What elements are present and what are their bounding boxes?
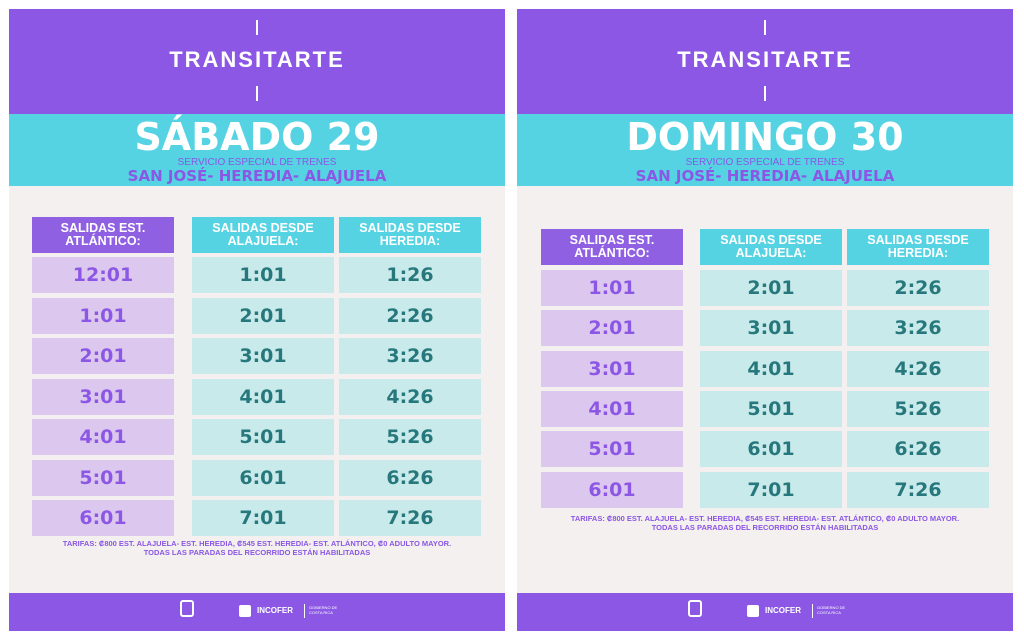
footer-divider: [812, 604, 813, 618]
schedule-time-cell: 6:26: [847, 431, 989, 468]
schedule-time-cell: 7:01: [192, 500, 334, 536]
footer-bar: INCOFER GOBIERNO DE COSTA RICA: [517, 593, 1013, 631]
schedule-time-cell: 2:26: [847, 270, 989, 306]
poster-sabado: TRANSITARTE SÁBADO 29 SERVICIO ESPECIAL DE…: [9, 9, 505, 631]
incofer-logo-icon: [747, 605, 759, 617]
header-banner: TRANSITARTE: [9, 9, 505, 114]
government-label: GOBIERNO DE COSTA RICA: [309, 605, 338, 615]
route-title: SAN JOSÉ- HEREDIA- ALAJUELA: [127, 167, 387, 185]
day-band: DOMINGO 30 SERVICIO ESPECIAL DE TRENES SAN…: [517, 114, 1013, 186]
schedule-time-cell: 4:01: [192, 378, 334, 415]
bottom-tick-mark: [764, 86, 766, 101]
service-subtitle: SERVICIO ESPECIAL DE TRENES: [177, 157, 337, 168]
schedule-time-cell: 5:26: [339, 419, 481, 455]
header-banner: TRANSITARTE: [517, 9, 1013, 114]
bottom-tick-mark: [256, 86, 258, 101]
schedule-time-cell: 6:26: [339, 459, 481, 496]
schedule-time-cell: 5:01: [541, 431, 683, 468]
fares-note: TARIFAS: ₡800 EST. ALAJUELA- EST. HEREDI…: [570, 514, 960, 523]
schedule-time-cell: 4:01: [32, 419, 174, 455]
schedule-time-cell: 12:01: [32, 257, 174, 293]
fares-note: TARIFAS: ₡800 EST. ALAJUELA- EST. HEREDI…: [62, 539, 452, 548]
schedule-time-cell: 2:26: [339, 297, 481, 334]
brand-title: TRANSITARTE: [677, 47, 853, 72]
service-subtitle: SERVICIO ESPECIAL DE TRENES: [685, 157, 845, 168]
schedule-time-cell: 3:01: [192, 338, 334, 374]
day-title: SÁBADO 29: [134, 115, 380, 159]
incofer-label: INCOFER: [257, 606, 293, 615]
schedule-time-cell: 5:01: [192, 419, 334, 455]
schedule-time-cell: 2:01: [700, 270, 842, 306]
schedule-time-cell: 6:01: [541, 471, 683, 508]
column-header: SALIDAS EST. ATLÁNTICO:: [32, 217, 174, 253]
schedule-time-cell: 3:26: [847, 310, 989, 347]
schedule-time-cell: 4:26: [339, 378, 481, 415]
government-label: GOBIERNO DE COSTA RICA: [817, 605, 846, 615]
schedule-time-cell: 2:01: [32, 338, 174, 374]
schedule-time-cell: 5:26: [847, 390, 989, 427]
schedule-time-cell: 5:01: [700, 390, 842, 427]
stops-note: TODAS LAS PARADAS DEL RECORRIDO ESTÁN HA…: [143, 548, 371, 557]
column-header: SALIDAS DESDE ALAJUELA:: [700, 229, 842, 265]
schedule-time-cell: 6:01: [32, 500, 174, 536]
column-header: SALIDAS DESDE HEREDIA:: [339, 217, 481, 253]
schedule-time-cell: 3:01: [700, 310, 842, 347]
poster-domingo: TRANSITARTE DOMINGO 30 SERVICIO ESPECIAL D…: [517, 9, 1013, 631]
schedule-time-cell: 3:01: [541, 350, 683, 387]
schedule-time-cell: 6:01: [700, 431, 842, 468]
brand-title: TRANSITARTE: [169, 47, 345, 72]
schedule-time-cell: 7:01: [700, 471, 842, 508]
top-tick-mark: [256, 20, 258, 35]
schedule-time-cell: 7:26: [847, 471, 989, 508]
top-tick-mark: [764, 20, 766, 35]
schedule-time-cell: 4:01: [541, 390, 683, 427]
route-title: SAN JOSÉ- HEREDIA- ALAJUELA: [635, 167, 895, 185]
footer-bar: INCOFER GOBIERNO DE COSTA RICA: [9, 593, 505, 631]
stops-note: TODAS LAS PARADAS DEL RECORRIDO ESTÁN HA…: [651, 523, 879, 532]
schedule-time-cell: 4:01: [700, 350, 842, 387]
day-title: DOMINGO 30: [626, 115, 904, 159]
schedule-time-cell: 1:01: [541, 270, 683, 306]
column-header: SALIDAS DESDE HEREDIA:: [847, 229, 989, 265]
schedule-time-cell: 2:01: [192, 297, 334, 334]
schedule-time-cell: 1:26: [339, 257, 481, 293]
incofer-label: INCOFER: [765, 606, 801, 615]
schedule-time-cell: 4:26: [847, 350, 989, 387]
column-header: SALIDAS DESDE ALAJUELA:: [192, 217, 334, 253]
schedule-time-cell: 2:01: [541, 310, 683, 347]
schedule-time-cell: 1:01: [192, 257, 334, 293]
schedule-time-cell: 5:01: [32, 459, 174, 496]
schedule-time-cell: 7:26: [339, 500, 481, 536]
municipal-seal-icon: [180, 600, 194, 617]
schedule-time-cell: 3:26: [339, 338, 481, 374]
day-band: SÁBADO 29 SERVICIO ESPECIAL DE TRENES SAN …: [9, 114, 505, 186]
schedule-time-cell: 6:01: [192, 459, 334, 496]
schedule-time-cell: 1:01: [32, 297, 174, 334]
column-header: SALIDAS EST. ATLÁNTICO:: [541, 229, 683, 265]
footer-divider: [304, 604, 305, 618]
schedule-time-cell: 3:01: [32, 378, 174, 415]
incofer-logo-icon: [239, 605, 251, 617]
municipal-seal-icon: [688, 600, 702, 617]
